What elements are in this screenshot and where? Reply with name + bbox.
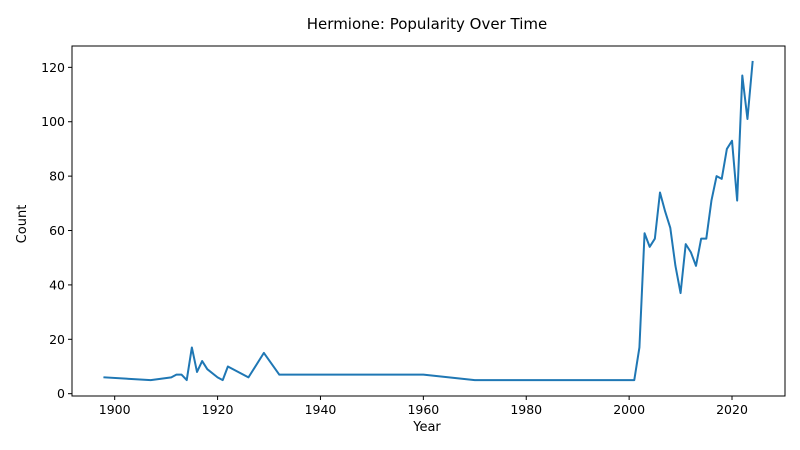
y-tick-label: 60 bbox=[49, 223, 65, 238]
axes-layer: 1900 1920 1940 1960 1980 2000 2020 0 20 40 60 80 100… bbox=[41, 45, 786, 417]
y-tick-label: 80 bbox=[49, 169, 65, 184]
x-tick-label: 1940 bbox=[305, 402, 337, 417]
y-tick-label: 120 bbox=[41, 60, 65, 75]
x-tick-label: 1960 bbox=[407, 402, 439, 417]
series-layer bbox=[103, 60, 754, 382]
y-tick-label: 100 bbox=[41, 114, 65, 129]
series-line bbox=[103, 60, 754, 382]
chart-title: Hermione: Popularity Over Time bbox=[307, 15, 547, 33]
y-tick-label: 20 bbox=[49, 332, 65, 347]
x-tick-label: 1900 bbox=[99, 402, 131, 417]
x-tick-label: 1980 bbox=[510, 402, 542, 417]
x-tick-label: 2000 bbox=[613, 402, 645, 417]
plot-frame bbox=[71, 45, 786, 397]
x-axis-label: Year bbox=[412, 420, 441, 435]
y-axis-label: Count bbox=[15, 205, 30, 244]
x-tick-label: 2020 bbox=[716, 402, 748, 417]
y-tick-label: 40 bbox=[49, 277, 65, 292]
x-tick-label: 1920 bbox=[202, 402, 234, 417]
y-tick-label: 0 bbox=[57, 386, 65, 401]
